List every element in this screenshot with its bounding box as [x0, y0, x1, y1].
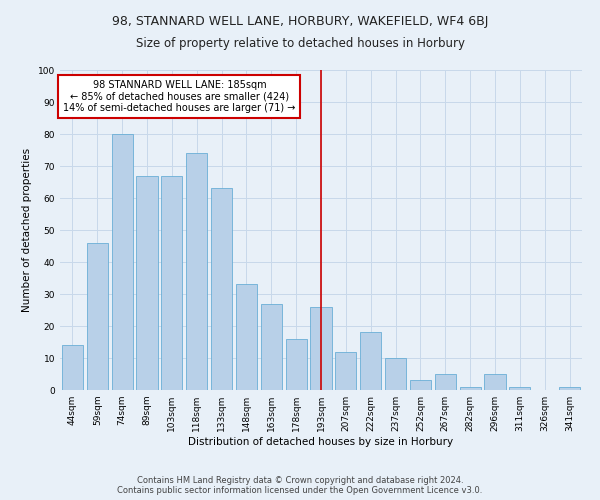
- Bar: [186, 153, 207, 390]
- Bar: [136, 176, 158, 390]
- Bar: [161, 176, 182, 390]
- Bar: [286, 339, 307, 390]
- Bar: [435, 374, 456, 390]
- Text: Contains HM Land Registry data © Crown copyright and database right 2024.
Contai: Contains HM Land Registry data © Crown c…: [118, 476, 482, 495]
- Bar: [385, 358, 406, 390]
- Bar: [460, 387, 481, 390]
- Text: 98 STANNARD WELL LANE: 185sqm
← 85% of detached houses are smaller (424)
14% of : 98 STANNARD WELL LANE: 185sqm ← 85% of d…: [63, 80, 296, 113]
- Bar: [87, 243, 108, 390]
- Bar: [559, 387, 580, 390]
- X-axis label: Distribution of detached houses by size in Horbury: Distribution of detached houses by size …: [188, 437, 454, 447]
- Bar: [211, 188, 232, 390]
- Bar: [509, 387, 530, 390]
- Text: Size of property relative to detached houses in Horbury: Size of property relative to detached ho…: [136, 38, 464, 51]
- Text: 98, STANNARD WELL LANE, HORBURY, WAKEFIELD, WF4 6BJ: 98, STANNARD WELL LANE, HORBURY, WAKEFIE…: [112, 15, 488, 28]
- Bar: [62, 345, 83, 390]
- Bar: [112, 134, 133, 390]
- Bar: [335, 352, 356, 390]
- Bar: [236, 284, 257, 390]
- Bar: [410, 380, 431, 390]
- Bar: [360, 332, 381, 390]
- Bar: [261, 304, 282, 390]
- Bar: [484, 374, 506, 390]
- Y-axis label: Number of detached properties: Number of detached properties: [22, 148, 32, 312]
- Bar: [310, 307, 332, 390]
